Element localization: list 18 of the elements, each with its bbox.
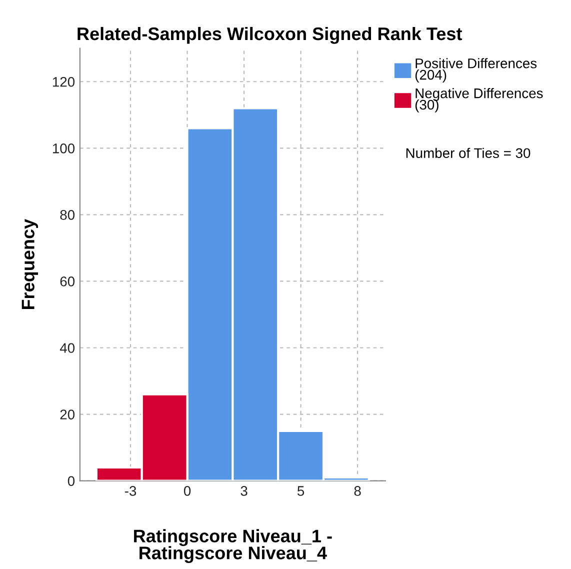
chart-title: Related-Samples Wilcoxon Signed Rank Test (78, 26, 462, 44)
y-tick-label: 0 (68, 476, 75, 486)
y-tick-label: 40 (60, 343, 75, 353)
y-tick-label: 120 (52, 76, 75, 87)
x-axis-title: Ratingscore Niveau_1 - Ratingscore Niveau_4 (134, 529, 332, 563)
y-tick-label: 80 (60, 210, 75, 220)
y-tick-label: 60 (60, 276, 75, 286)
text: Number of Ties = 30 (406, 148, 530, 158)
x-tick-label: 8 (354, 486, 361, 496)
y-tick-label: 20 (60, 410, 75, 420)
legend-label: Negative Differences (30) (415, 88, 543, 112)
y-tick-label: 100 (52, 143, 75, 154)
x-tick-label: 0 (184, 486, 191, 496)
y-axis-title: Frequency (22, 219, 38, 310)
x-tick-label: -3 (124, 486, 136, 496)
legend-label: Positive Differences (204) (415, 58, 537, 82)
x-tick-label: 3 (240, 486, 248, 496)
x-tick-label: 5 (297, 486, 304, 496)
